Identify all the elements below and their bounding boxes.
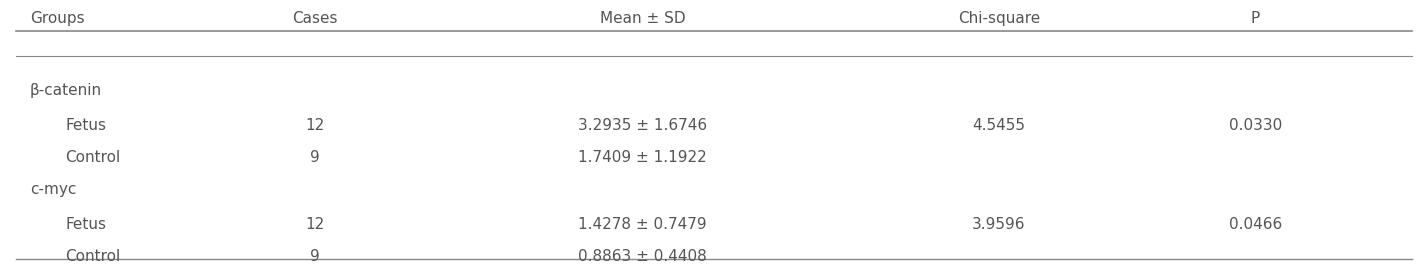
Text: 1.7409 ± 1.1922: 1.7409 ± 1.1922 [578,150,707,165]
Text: 9: 9 [310,150,320,165]
Text: 9: 9 [310,249,320,264]
Text: Control: Control [66,150,121,165]
Text: β-catenin: β-catenin [30,83,101,98]
Text: 0.0466: 0.0466 [1230,217,1282,232]
Text: 0.8863 ± 0.4408: 0.8863 ± 0.4408 [578,249,707,264]
Text: 4.5455: 4.5455 [972,118,1025,133]
Text: 12: 12 [306,118,324,133]
Text: c-myc: c-myc [30,182,76,197]
Text: Control: Control [66,249,121,264]
Text: 1.4278 ± 0.7479: 1.4278 ± 0.7479 [578,217,707,232]
Text: P: P [1251,11,1259,26]
Text: Fetus: Fetus [66,118,107,133]
Text: Groups: Groups [30,11,84,26]
Text: Fetus: Fetus [66,217,107,232]
Text: 0.0330: 0.0330 [1230,118,1282,133]
Text: Cases: Cases [293,11,337,26]
Text: Mean ± SD: Mean ± SD [600,11,685,26]
Text: 12: 12 [306,217,324,232]
Text: Chi-square: Chi-square [958,11,1040,26]
Text: 3.2935 ± 1.6746: 3.2935 ± 1.6746 [578,118,707,133]
Text: 3.9596: 3.9596 [972,217,1025,232]
